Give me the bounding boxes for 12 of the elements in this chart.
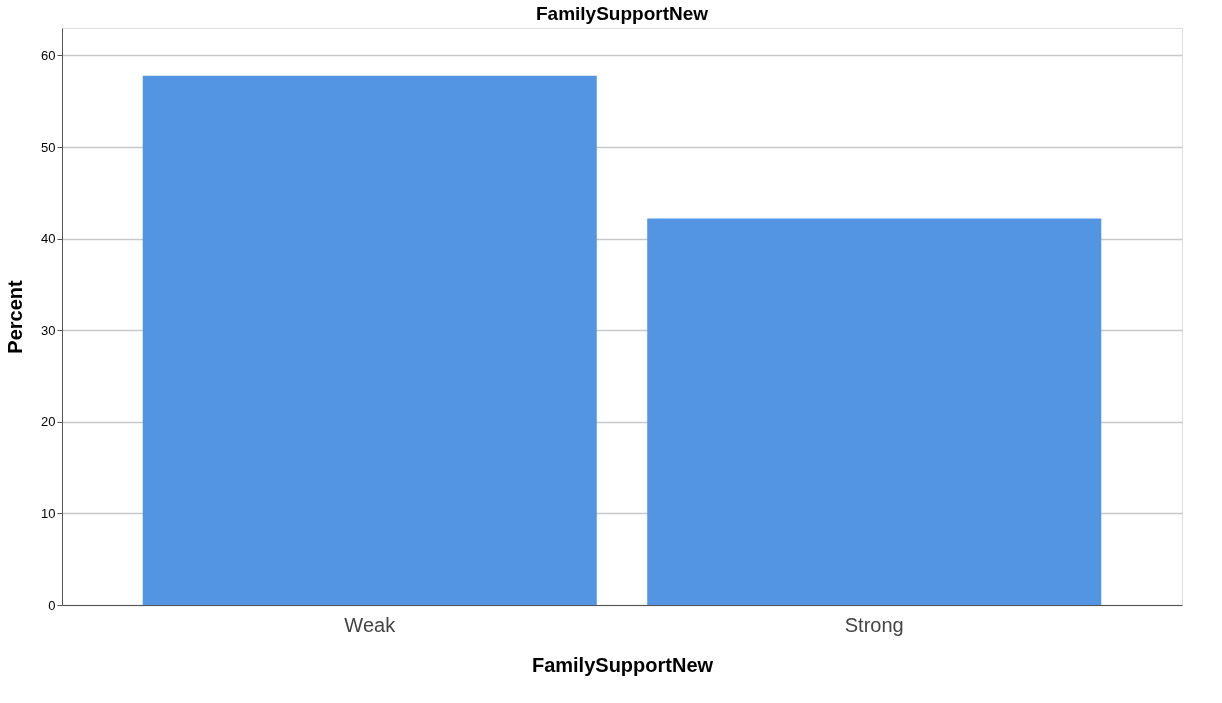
y-tick-label: 40: [41, 231, 56, 247]
y-tick-label: 60: [41, 47, 56, 63]
y-tick-label: 10: [41, 505, 56, 521]
chart-title: FamilySupportNew: [535, 3, 709, 24]
y-tick-label: 50: [41, 139, 56, 155]
x-axis-title: FamilySupportNew: [531, 653, 714, 676]
x-tick-label: Weak: [344, 613, 397, 636]
y-tick-label: 0: [48, 597, 56, 613]
x-tick-label: Strong: [844, 613, 904, 636]
y-tick-label: 20: [41, 414, 56, 430]
y-tick-label: 30: [41, 322, 56, 338]
y-axis-title: Percent: [4, 279, 27, 354]
